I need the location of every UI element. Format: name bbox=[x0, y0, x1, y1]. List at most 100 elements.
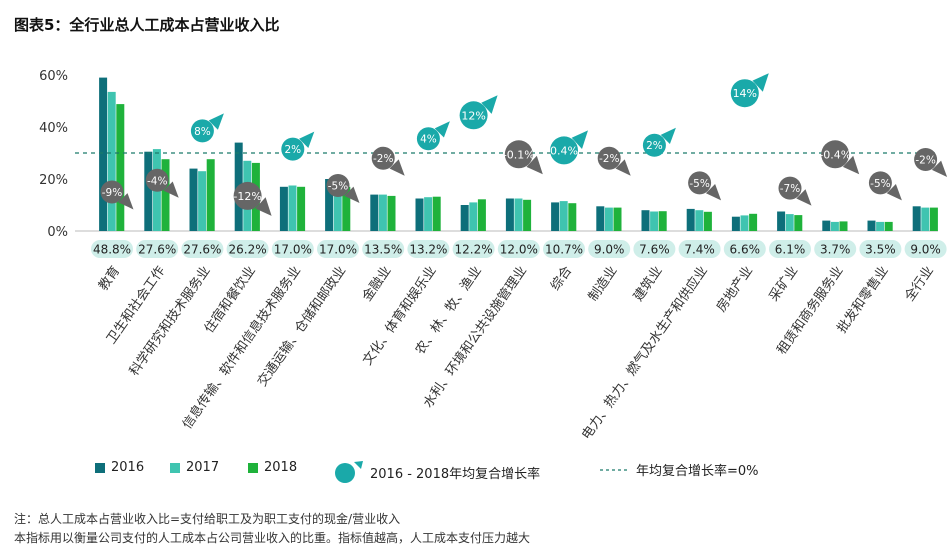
cagr-arrow-up bbox=[208, 113, 224, 130]
cagr-circle bbox=[550, 136, 578, 165]
value-label: 26.2% bbox=[229, 243, 267, 257]
bar-2017 bbox=[514, 198, 523, 231]
bar-2016 bbox=[144, 151, 153, 231]
value-pill-bg bbox=[362, 240, 405, 258]
value-pill-bg bbox=[633, 240, 676, 258]
value-pill: 17.0% bbox=[271, 240, 314, 258]
value-pill-bg bbox=[181, 240, 224, 258]
value-label: 13.5% bbox=[364, 243, 402, 257]
cagr-label: -2% bbox=[599, 153, 619, 165]
legend-swatch-2017 bbox=[170, 462, 180, 473]
bar-2018 bbox=[116, 104, 125, 231]
bar-2016 bbox=[325, 179, 334, 231]
cagr-bubble: 0.4% bbox=[550, 130, 588, 165]
category-label: 交通运输、仓储和邮政业 bbox=[254, 263, 349, 389]
cagr-circle bbox=[326, 174, 350, 197]
value-pill: 17.0% bbox=[317, 240, 359, 258]
cagr-circle bbox=[281, 137, 305, 161]
cagr-bubble: -2% bbox=[597, 146, 631, 176]
value-label: 3.5% bbox=[865, 243, 896, 257]
cagr-label: -4% bbox=[147, 175, 167, 187]
cagr-circle bbox=[190, 119, 214, 143]
cagr-arrow-up bbox=[299, 131, 315, 148]
cagr-arrow-up bbox=[571, 130, 588, 149]
value-label: 48.8% bbox=[93, 243, 131, 257]
cagr-arrow-down bbox=[163, 181, 179, 198]
cagr-circle bbox=[730, 79, 759, 108]
bar-2018 bbox=[884, 221, 893, 231]
cagr-label: -7% bbox=[780, 183, 800, 195]
cagr-arrow-down bbox=[615, 159, 631, 176]
value-label: 6.1% bbox=[775, 243, 806, 257]
value-pill-bg bbox=[452, 240, 495, 258]
value-label: 3.7% bbox=[820, 243, 851, 257]
cagr-bubble: -4% bbox=[145, 168, 179, 198]
cagr-bubble: 2% bbox=[642, 127, 676, 157]
value-pill: 9.0% bbox=[588, 240, 631, 258]
value-pill-bg bbox=[407, 240, 450, 258]
y-tick-label: 60% bbox=[39, 69, 68, 84]
bar-2017 bbox=[288, 185, 297, 231]
cagr-label: -5% bbox=[328, 181, 348, 193]
bar-2016 bbox=[505, 198, 514, 231]
value-label: 27.6% bbox=[183, 243, 221, 257]
cagr-label: -2% bbox=[915, 155, 935, 167]
cagr-bubble: -0.1% bbox=[503, 140, 543, 175]
cagr-label: -0.1% bbox=[503, 148, 535, 161]
y-axis: 0% 20% 40% 60% bbox=[39, 69, 938, 240]
cagr-label: -12% bbox=[233, 190, 261, 203]
cagr-bubble: -0.4% bbox=[819, 140, 860, 175]
legend-bubble-icon bbox=[335, 461, 363, 483]
bar-2016 bbox=[867, 220, 876, 231]
bar-2018 bbox=[929, 207, 938, 231]
legend-swatch-2016 bbox=[95, 462, 105, 473]
legend-label-ref: 年均复合增长率=0% bbox=[636, 464, 759, 479]
bar-2016 bbox=[596, 206, 605, 231]
cagr-label: 14% bbox=[733, 87, 757, 100]
bar-2017 bbox=[378, 194, 387, 231]
value-label: 13.2% bbox=[409, 243, 447, 257]
category-label: 采矿业 bbox=[767, 264, 802, 305]
cagr-bubble: 14% bbox=[730, 73, 769, 108]
bar-2017 bbox=[921, 207, 930, 231]
cagr-arrow-down bbox=[931, 160, 948, 177]
cagr-bubble: 12% bbox=[459, 95, 498, 130]
value-labels: 48.8% 27.6% 27.6% 26.2% 17.0% 17.0% 13.5% 13.2%… bbox=[91, 240, 947, 258]
bar-2016 bbox=[415, 198, 424, 231]
cagr-circle bbox=[416, 127, 440, 151]
chart-area: 0% 20% 40% 60% -9% -4% 8% -12% 2% -5% -2% 4% 12% -0.… bbox=[39, 69, 948, 443]
cagr-bubble: -5% bbox=[868, 171, 902, 201]
bar-2018 bbox=[658, 211, 667, 231]
cagr-label: 12% bbox=[461, 109, 485, 122]
cagr-arrow-down bbox=[118, 193, 134, 210]
cagr-circle bbox=[778, 176, 802, 200]
value-pill: 9.0% bbox=[904, 240, 947, 258]
value-pill-bg bbox=[904, 240, 947, 258]
bar-2016 bbox=[731, 216, 740, 231]
category-label: 综合 bbox=[548, 264, 575, 294]
y-tick-label: 20% bbox=[39, 173, 68, 188]
cagr-label: 0.4% bbox=[550, 144, 578, 157]
value-label: 12.0% bbox=[500, 243, 538, 257]
cagr-arrow-down bbox=[344, 186, 360, 203]
value-label: 7.4% bbox=[684, 243, 715, 257]
bar-2017 bbox=[604, 207, 613, 231]
bars bbox=[99, 77, 938, 232]
value-pill-bg bbox=[678, 240, 721, 258]
bar-2016 bbox=[279, 186, 288, 231]
bar-2018 bbox=[749, 213, 758, 231]
value-pill: 27.6% bbox=[136, 240, 179, 258]
bar-2016 bbox=[822, 220, 831, 231]
category-label: 全行业 bbox=[901, 263, 936, 304]
bar-2017 bbox=[785, 214, 794, 231]
cagr-circle bbox=[459, 101, 488, 130]
legend-label-2016: 2016 bbox=[111, 460, 145, 475]
bar-2018 bbox=[161, 159, 170, 231]
bar-2016 bbox=[99, 77, 108, 231]
cagr-arrow-up bbox=[752, 73, 769, 92]
cagr-arrow-up bbox=[481, 95, 498, 114]
legend: 2016 2017 2018 2016 - 2018年均复合增长率 年均复合增长… bbox=[0, 460, 948, 484]
value-pill: 6.1% bbox=[769, 240, 811, 258]
bar-2018 bbox=[297, 186, 306, 231]
bar-2018 bbox=[568, 203, 577, 231]
